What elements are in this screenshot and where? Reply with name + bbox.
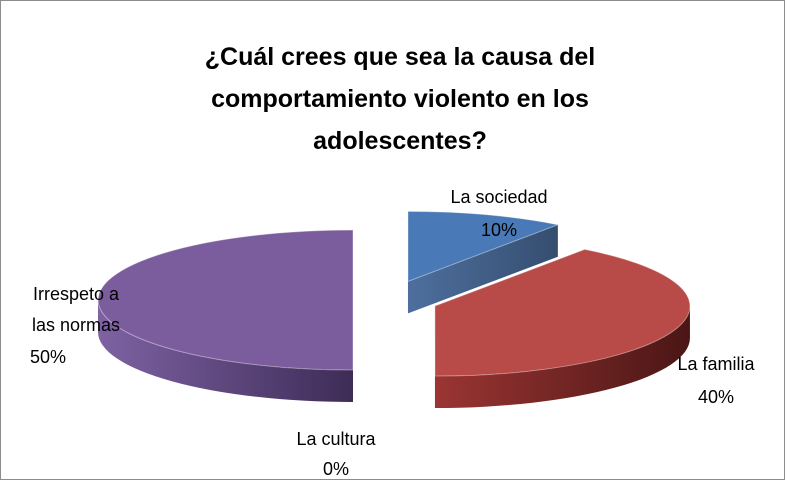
pie-slice-sociedad bbox=[407, 210, 560, 314]
pie-slice-side-irrespeto bbox=[98, 300, 353, 402]
pie-slice-top-familia bbox=[434, 248, 691, 377]
pie-slice-top-sociedad bbox=[407, 210, 560, 283]
chart-title-line-3: adolescentes? bbox=[313, 127, 487, 155]
slice-label-sociedad: La sociedad bbox=[450, 187, 547, 207]
slice-pct-cultura: 0% bbox=[323, 459, 349, 479]
chart-title-line-1: ¿Cuál crees que sea la causa del bbox=[204, 43, 596, 71]
pie-slice-wall-sociedad bbox=[407, 224, 558, 314]
chart-title: ¿Cuál crees que sea la causa del comport… bbox=[150, 36, 650, 162]
slice-label-irrespeto-line-2: las normas bbox=[32, 315, 120, 335]
chart-title-line-2: comportamiento violento en los bbox=[211, 85, 589, 113]
slice-pct-irrespeto: 50% bbox=[30, 347, 66, 367]
pie-slice-side-familia bbox=[434, 306, 690, 409]
slice-label-irrespeto-line-1: Irrespeto a bbox=[33, 284, 120, 304]
slice-pct-sociedad: 10% bbox=[481, 220, 517, 240]
pie-slice-irrespeto bbox=[97, 229, 354, 402]
pie-slice-familia bbox=[434, 248, 691, 409]
slice-label-cultura: La cultura bbox=[296, 429, 376, 449]
pie-slice-top-irrespeto bbox=[97, 229, 354, 371]
slice-label-familia: La familia bbox=[677, 354, 755, 374]
slice-pct-familia: 40% bbox=[698, 387, 734, 407]
